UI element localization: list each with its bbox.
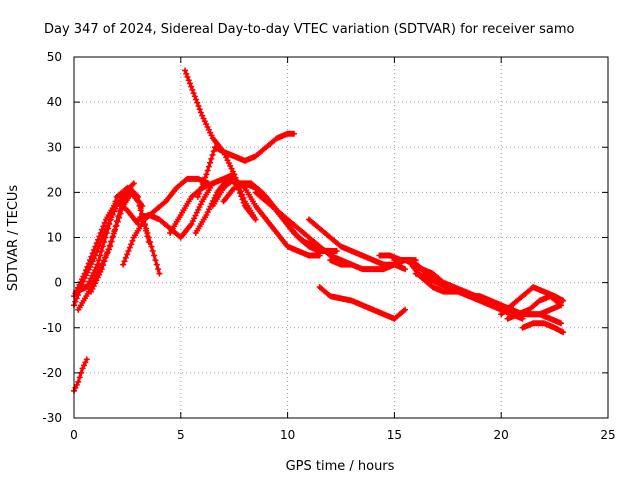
y-tick-label: 20: [47, 185, 62, 199]
series-arc-27: [525, 311, 565, 327]
series-markers: [316, 284, 409, 322]
x-axis-label: GPS time / hours: [286, 459, 395, 474]
series-markers: [209, 175, 323, 259]
x-tick-label: 0: [70, 428, 78, 442]
x-tick-label: 15: [387, 428, 402, 442]
series-arc-13: [209, 175, 323, 259]
axis-ticks: 0 5 10 15 20 25 -30 -20 -10 0 10 20 30 40 50: [42, 50, 615, 442]
series-arc-18: [316, 284, 409, 322]
chart-title: Day 347 of 2024, Sidereal Day-to-day VTE…: [44, 22, 575, 37]
y-tick-label: -10: [42, 321, 62, 335]
x-tick-label: 10: [280, 428, 295, 442]
series-arc-10: [182, 67, 298, 164]
y-tick-label: -30: [42, 411, 62, 425]
series-markers: [88, 189, 146, 295]
x-tick-label: 25: [600, 428, 615, 442]
y-axis-label: SDTVAR / TECUs: [6, 185, 21, 292]
series-arc-16: [252, 189, 355, 268]
series-markers: [252, 189, 355, 268]
series-markers: [504, 293, 565, 322]
y-tick-label: 10: [47, 231, 62, 245]
y-tick-label: 40: [47, 95, 62, 109]
series-markers: [519, 320, 567, 336]
y-tick-label: 30: [47, 140, 62, 154]
x-tick-label: 20: [494, 428, 509, 442]
series-arc-26: [519, 320, 567, 336]
y-tick-label: 50: [47, 50, 62, 64]
data-series: [71, 67, 567, 394]
series-markers: [525, 311, 565, 327]
series-arc-25: [504, 293, 565, 322]
series-arc-5: [88, 189, 146, 295]
x-tick-label: 5: [177, 428, 185, 442]
y-tick-label: 0: [54, 276, 62, 290]
series-arc-12: [192, 175, 259, 236]
y-tick-label: -20: [42, 366, 62, 380]
grid-lines: [74, 57, 608, 418]
